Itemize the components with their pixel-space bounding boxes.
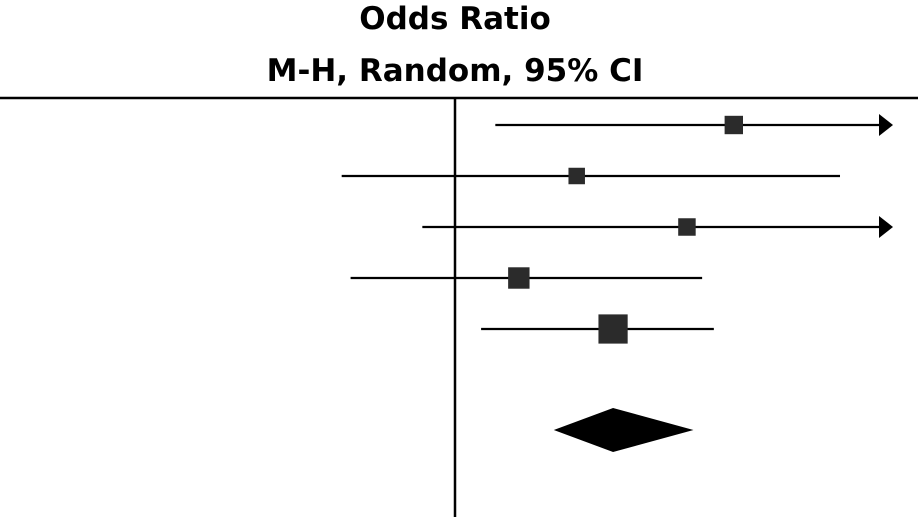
study-row — [422, 216, 893, 238]
study-point-estimate — [678, 218, 696, 236]
study-rows — [341, 114, 893, 344]
study-point-estimate — [598, 314, 628, 344]
study-point-estimate — [724, 115, 743, 135]
chart-subtitle: M-H, Random, 95% CI — [267, 53, 644, 89]
ci-arrow-head — [879, 114, 893, 136]
study-point-estimate — [508, 267, 530, 289]
study-row — [350, 267, 703, 289]
chart-title: Odds Ratio — [359, 1, 551, 37]
study-row — [341, 167, 841, 185]
study-point-estimate — [568, 167, 585, 185]
pooled-estimate-diamond — [553, 408, 694, 452]
ci-arrow-head — [879, 216, 893, 238]
study-row — [495, 114, 893, 136]
study-row — [481, 314, 714, 344]
